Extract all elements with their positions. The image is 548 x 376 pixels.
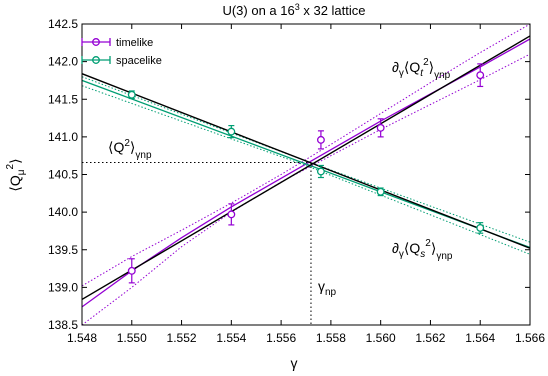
point-spacelike-2 [227,124,236,139]
band-lower-spacelike [82,85,530,255]
x-tick-label: 1.550 [117,331,147,345]
annotation-qt-mid: ⟨Q [404,59,420,75]
annotation-q2: ⟨Q2⟩γnp [108,138,152,161]
y-axis-label: ⟨Qμ2⟩ [5,158,27,191]
annotation-gamma-np-sub: np [325,287,337,298]
y-tick-label: 141.5 [48,92,78,106]
marker-spacelike [376,187,385,196]
y-tick-label: 139.5 [48,243,78,257]
annotation-q2-sup: 2 [124,138,130,149]
ylabel-close: ⟩ [7,158,23,163]
marker-timelike [127,266,136,275]
chart-title-main: U(3) on a 16 [222,3,294,18]
y-tick-label: 140.0 [48,205,78,219]
x-tick-label: 1.562 [415,331,445,345]
marker-spacelike [476,223,485,232]
x-tick-label: 1.554 [216,331,246,345]
marker-spacelike [127,90,136,99]
y-tick-label: 138.5 [48,318,78,332]
annotation-q2-post: ⟩ [130,139,135,155]
plot-clip-group [82,24,530,325]
annotation-qt-g: γ [399,68,404,79]
point-spacelike-1 [127,90,136,100]
point-timelike-5 [476,63,485,88]
ylabel-main: ⟨Q [7,175,23,191]
y-tick-label: 140.5 [48,168,78,182]
ylabel-sup: 2 [5,163,16,169]
y-tick-label: 139.0 [48,280,78,294]
annotation-qs-sup: 2 [425,238,431,249]
point-timelike-2 [227,203,236,226]
annotation-qs-post: ⟩ [431,240,436,256]
annotation-qs-sub: γnp [436,251,453,262]
annotation-qt-post: ⟩ [429,59,434,75]
plot-frame [81,23,531,326]
marker-spacelike [316,167,325,176]
y-tick-label: 142.5 [48,17,78,31]
annotation-gamma-np-main: γ [318,278,325,294]
ylabel-sub: μ [16,169,27,175]
x-tick-label: 1.558 [316,331,346,345]
chart-title: U(3) on a 163 x 32 lattice [222,2,365,18]
legend-label-timelike: timelike [116,37,153,49]
point-spacelike-3 [316,164,325,179]
annotation-q2-sub: γnp [135,150,152,161]
legend-marker-timelike [92,38,100,46]
x-tick-label: 1.566 [515,331,545,345]
chart-title-rest: x 32 lattice [300,3,366,18]
annotation-gamma-np: γnp [318,278,337,298]
marker-spacelike [227,127,236,136]
x-tick-label: 1.564 [465,331,495,345]
x-tick-label: 1.556 [266,331,296,345]
point-spacelike-4 [376,187,385,197]
annotation-qs-mid: ⟨Q [404,240,420,256]
x-tick-label: 1.548 [67,331,97,345]
point-timelike-1 [127,258,136,284]
chart-title-sup: 3 [295,2,300,12]
point-timelike-3 [316,130,325,150]
annotation-qt-sup: 2 [423,57,429,68]
x-tick-label: 1.552 [167,331,197,345]
annotation-qs-s: s [420,249,425,260]
legend-label-spacelike: spacelike [116,55,162,67]
marker-timelike [316,135,325,144]
annotation-qs: ∂γ⟨Qs2⟩γnp [392,238,453,262]
black-fit-line-1 [82,35,530,301]
y-tick-label: 141.0 [48,130,78,144]
legend-marker-spacelike [92,56,100,64]
annotation-q2-pre: ⟨Q [108,139,124,155]
marker-timelike [476,71,485,80]
plot-area: 1.548 1.550 1.552 1.554 1.556 1.558 1.560 1.562… [48,17,545,345]
annotation-qs-pre: ∂ [392,240,399,256]
marker-timelike [227,210,236,219]
annotation-qt-sub: γnp [434,70,451,81]
annotation-qs-g: γ [399,249,404,260]
black-fit-line-2 [82,73,530,249]
x-axis-label: γ [291,355,298,371]
marker-timelike [376,123,385,132]
point-timelike-4 [376,118,385,138]
band-lower-timelike [82,53,530,325]
legend: timelike spacelike [81,37,162,67]
annotation-qt: ∂γ⟨Qt2⟩γnp [392,57,451,81]
fit-line-timelike [82,38,530,308]
x-tick-label: 1.560 [366,331,396,345]
point-spacelike-5 [476,222,485,234]
y-tick-label: 142.0 [48,55,78,69]
annotation-qt-pre: ∂ [392,59,399,75]
annotation-qt-t: t [420,68,424,79]
